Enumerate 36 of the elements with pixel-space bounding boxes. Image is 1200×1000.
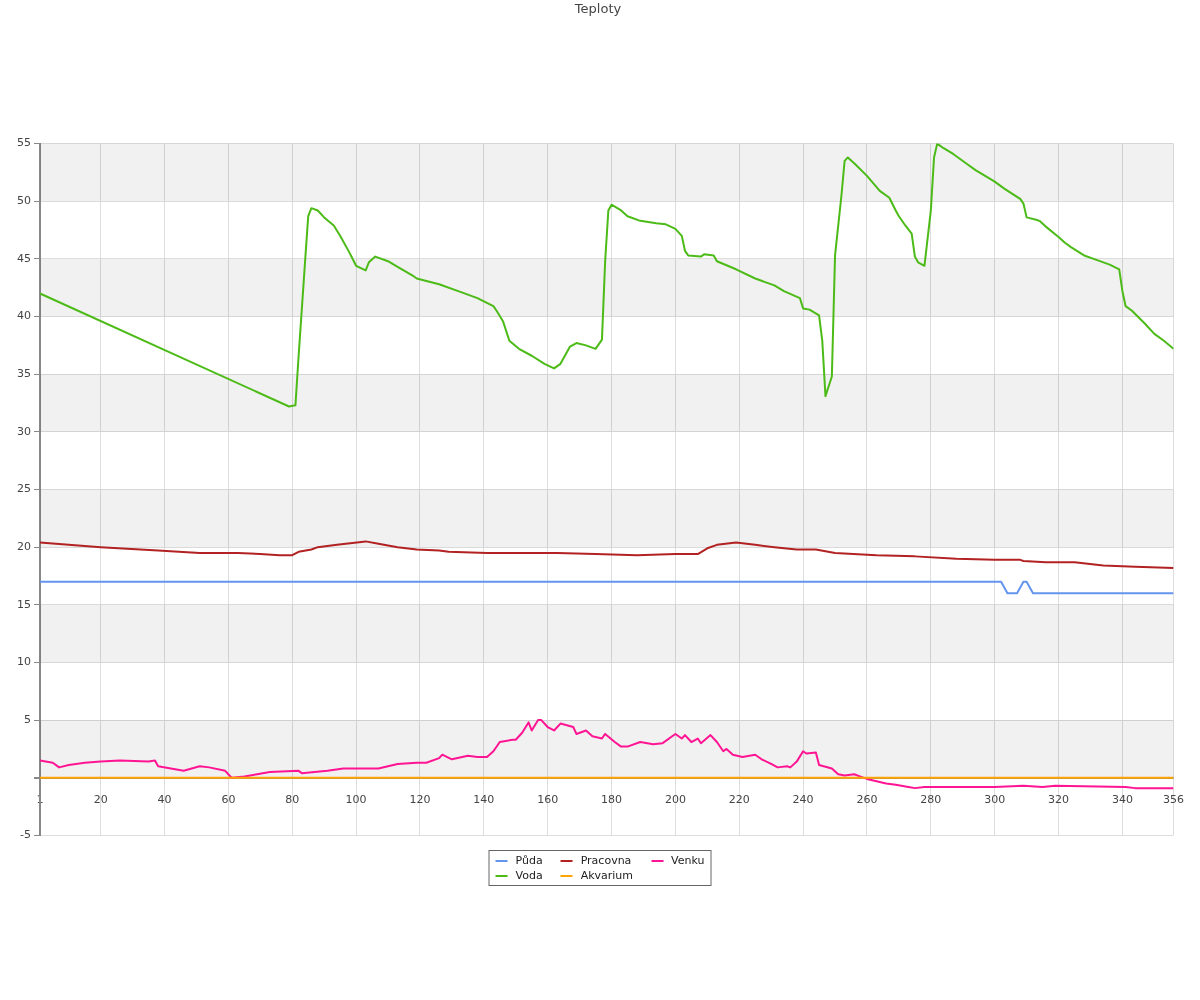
x-tick-label: 60	[221, 793, 236, 807]
x-tick-label: 140	[473, 793, 495, 807]
y-tick-label: 25	[17, 482, 31, 496]
legend-label: Akvarium	[580, 869, 634, 882]
y-tick-label: 40	[17, 309, 31, 323]
y-tick-label: 50	[17, 194, 31, 208]
legend-label: Venku	[671, 854, 705, 867]
x-tick-label: 160	[537, 793, 559, 807]
x-tick-label: 280	[920, 793, 942, 807]
chart-title: Teploty	[573, 1, 622, 17]
x-tick-label: 180	[601, 793, 623, 807]
y-tick-label: 35	[17, 367, 31, 381]
y-tick-label: 20	[17, 540, 31, 554]
x-tick-label: 20	[93, 793, 108, 807]
legend-label: Pracovna	[580, 854, 632, 867]
x-tick-label: 40	[157, 793, 172, 807]
x-tick-label: 356	[1163, 793, 1184, 807]
x-tick-label: 220	[728, 793, 750, 807]
y-tick-label: 5	[24, 712, 31, 726]
x-tick-label: 260	[856, 793, 878, 807]
y-tick-label: 10	[17, 655, 31, 669]
y-tick-label: 30	[17, 424, 31, 438]
legend-label: Voda	[515, 869, 543, 882]
x-tick-label: 120	[409, 793, 431, 807]
y-tick-label: 45	[17, 251, 31, 265]
x-tick-label: 200	[664, 793, 686, 807]
legend-label: Půda	[515, 854, 543, 867]
x-tick-label: 340	[1111, 793, 1133, 807]
y-tick-label: 15	[17, 597, 31, 611]
y-tick-label: -5	[20, 828, 31, 842]
x-tick-label: 80	[285, 793, 300, 807]
y-tick-label: 55	[17, 136, 31, 150]
x-tick-label: 100	[345, 793, 367, 807]
x-tick-label: 300	[984, 793, 1006, 807]
x-tick-label: 240	[792, 793, 814, 807]
x-tick-label: 320	[1048, 793, 1070, 807]
